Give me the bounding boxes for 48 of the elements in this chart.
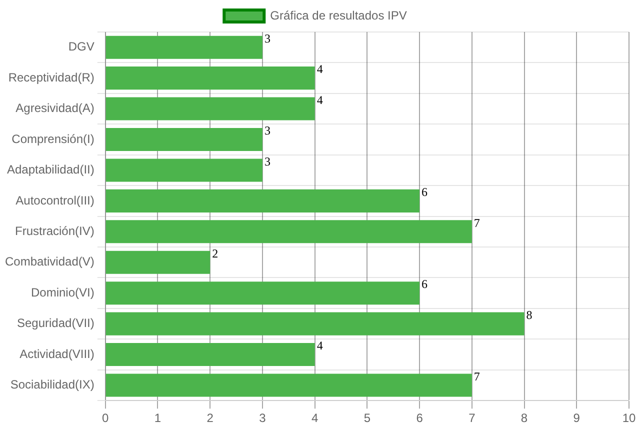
data-label: 4 [316,338,323,353]
bar [106,312,524,336]
x-tick-label: 7 [468,411,476,426]
y-tick-label: DGV [68,40,94,54]
bar [106,158,262,182]
y-tick-label: Receptividad(R) [8,70,94,84]
bar [106,36,262,59]
x-tick-label: 8 [520,411,528,426]
data-label: 4 [316,92,323,107]
data-label: 6 [422,277,428,292]
y-tick-label: Autocontrol(III) [16,193,94,208]
x-tick-label: 10 [622,411,636,426]
y-tick-label: Dominio(VI) [31,285,94,300]
x-tick-label: 0 [102,411,110,426]
x-tick-label: 1 [154,411,162,426]
bar [106,374,472,397]
y-tick-label: Agresividad(A) [16,101,94,116]
y-tick-label: Adaptabilidad(II) [6,162,94,177]
x-tick-label: 4 [311,411,318,426]
data-label: 7 [474,216,480,230]
data-label: 3 [264,32,270,46]
data-label: 7 [474,369,480,384]
bar [106,97,315,120]
data-label: 6 [422,185,428,200]
data-label: 2 [212,246,218,261]
y-tick-label: Frustración(IV) [15,224,94,238]
x-tick-label: 3 [259,411,266,426]
bar [106,128,262,152]
legend-label: Gráfica de resultados IPV [270,8,407,22]
bar [106,343,315,366]
bar [106,66,315,90]
x-tick-label: 2 [206,411,214,426]
y-tick-label: Sociabilidad(IX) [10,378,94,392]
bar [106,220,472,244]
x-tick-label: 5 [364,411,371,426]
data-label: 8 [526,308,532,322]
bar [106,189,420,212]
bar [106,282,420,305]
data-label: 4 [316,62,323,76]
x-tick-label: 6 [416,411,424,426]
y-tick-label: Combatividad(V) [4,254,94,269]
bar [106,250,210,274]
x-tick-label: 9 [573,411,580,426]
y-tick-label: Seguridad(VII) [16,316,94,330]
y-tick-label: Actividad(VIII) [20,346,94,361]
data-label: 3 [264,154,270,168]
data-label: 3 [264,124,270,138]
y-tick-label: Comprensión(I) [12,132,94,146]
